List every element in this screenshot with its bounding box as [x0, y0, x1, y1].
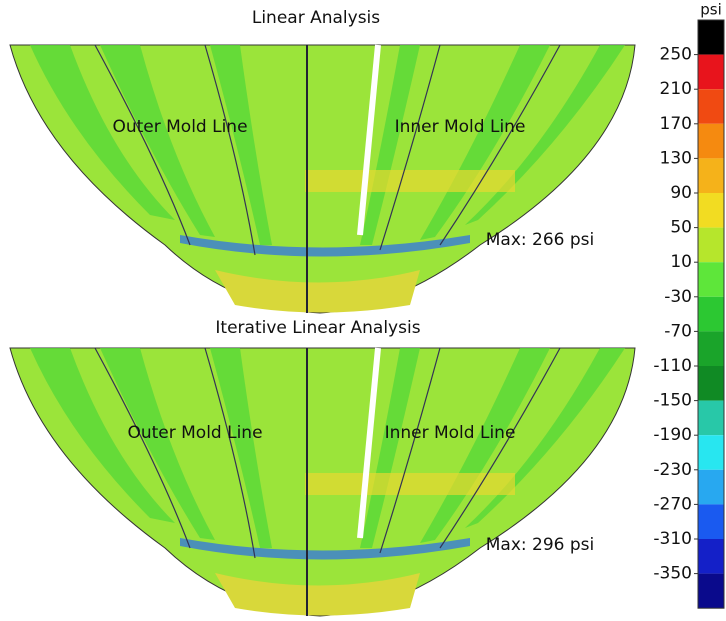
colorbar-band — [698, 435, 724, 470]
outer-label: Outer Mold Line — [127, 423, 262, 443]
inner-label: Inner Mold Line — [395, 117, 526, 137]
colorbar-band — [698, 89, 724, 124]
colorbar-label: -30 — [664, 287, 692, 307]
colorbar-label: -270 — [653, 494, 692, 514]
colorbar-label: -110 — [653, 356, 692, 376]
max-label: Max: 296 psi — [486, 535, 595, 555]
panel-title: Linear Analysis — [252, 8, 380, 28]
colorbar-label: 130 — [660, 148, 692, 168]
colorbar-band — [698, 55, 724, 90]
colorbar-label: -230 — [653, 460, 692, 480]
colorbar-label: -190 — [653, 425, 692, 445]
colorbar-band — [698, 158, 724, 193]
colorbar: psi 250 210 170 130 90 50 10 -30 -70 -110 -150 -190… — [653, 1, 724, 609]
colorbar-band — [698, 366, 724, 401]
colorbar-label: 210 — [660, 79, 692, 99]
contour-plot — [10, 348, 635, 616]
colorbar-band — [698, 574, 724, 609]
inner-label: Inner Mold Line — [385, 423, 516, 443]
colorbar-label: 170 — [660, 114, 692, 134]
colorbar-label: 50 — [670, 218, 692, 238]
colorbar-band — [698, 228, 724, 263]
contour-plot — [10, 45, 635, 313]
colorbar-band — [698, 20, 724, 55]
outer-label: Outer Mold Line — [112, 117, 247, 137]
panel-title: Iterative Linear Analysis — [215, 318, 420, 338]
colorbar-band — [698, 539, 724, 574]
colorbar-label: -150 — [653, 391, 692, 411]
max-label: Max: 266 psi — [486, 230, 595, 250]
colorbar-unit: psi — [700, 1, 722, 19]
colorbar-label: -350 — [653, 564, 692, 584]
colorbar-label: 10 — [670, 252, 692, 272]
colorbar-label: 250 — [660, 45, 692, 65]
colorbar-label: -310 — [653, 529, 692, 549]
panel: Linear Analysis Outer Mold Line Inner Mo… — [10, 8, 635, 313]
colorbar-band — [698, 297, 724, 332]
colorbar-band — [698, 262, 724, 297]
colorbar-band — [698, 470, 724, 505]
colorbar-band — [698, 193, 724, 228]
figure: Linear Analysis Outer Mold Line Inner Mo… — [0, 0, 726, 617]
colorbar-band — [698, 401, 724, 436]
colorbar-label: -70 — [664, 321, 692, 341]
colorbar-band — [698, 331, 724, 366]
colorbar-band — [698, 504, 724, 539]
colorbar-label: 90 — [670, 183, 692, 203]
panel: Iterative Linear Analysis Outer Mold Lin… — [10, 318, 635, 616]
colorbar-band — [698, 124, 724, 159]
